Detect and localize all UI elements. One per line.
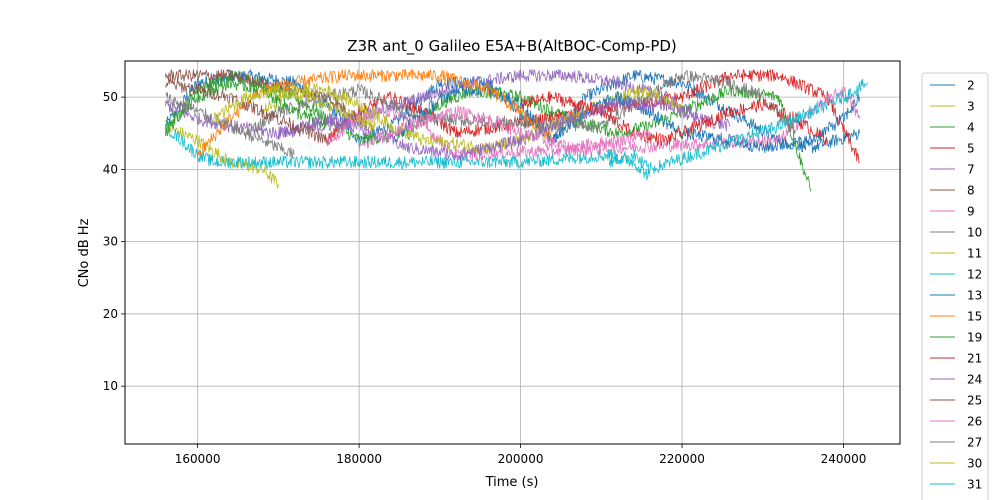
legend-label-8: 8 xyxy=(967,184,975,198)
legend-label-33: 33 xyxy=(967,499,982,500)
legend-label-15: 15 xyxy=(967,310,982,324)
x-tick-label: 160000 xyxy=(175,452,221,466)
legend-label-24: 24 xyxy=(967,373,982,387)
legend-label-27: 27 xyxy=(967,436,982,450)
y-tick-label: 50 xyxy=(103,90,118,104)
y-tick-label: 40 xyxy=(103,162,118,176)
series-line-24 xyxy=(278,97,699,161)
x-tick-label: 240000 xyxy=(821,452,867,466)
y-tick-label: 10 xyxy=(103,379,118,393)
legend-label-5: 5 xyxy=(967,142,975,156)
legend-label-4: 4 xyxy=(967,121,975,135)
plot-lines xyxy=(165,69,869,192)
legend-label-2: 2 xyxy=(967,79,975,93)
y-axis: 10 20 30 40 50 xyxy=(103,90,125,393)
series-line-27 xyxy=(165,92,295,158)
x-axis-label: Time (s) xyxy=(485,475,539,490)
series-line-25 xyxy=(165,77,328,144)
series-line-30 xyxy=(213,84,376,131)
legend-label-26: 26 xyxy=(967,415,982,429)
x-axis: 160000 180000 200000 220000 240000 xyxy=(175,444,867,466)
y-tick-label: 30 xyxy=(103,235,118,249)
series-line-19 xyxy=(165,76,327,131)
legend-label-30: 30 xyxy=(967,457,982,471)
legend-label-11: 11 xyxy=(967,247,982,261)
grid-lines xyxy=(125,61,900,444)
legend: 2 3 4 5 7 8 9 10 11 12 13 15 19 21 24 25 26 27 30 31 33 xyxy=(921,72,989,500)
y-axis-label: CNo dB Hz xyxy=(77,218,92,287)
legend-label-31: 31 xyxy=(967,478,982,492)
legend-label-12: 12 xyxy=(967,268,982,282)
legend-label-9: 9 xyxy=(967,205,975,219)
y-tick-label: 20 xyxy=(103,307,118,321)
x-tick-label: 200000 xyxy=(498,452,544,466)
legend-label-25: 25 xyxy=(967,394,982,408)
plot-frame xyxy=(124,60,901,445)
legend-label-10: 10 xyxy=(967,226,982,240)
legend-label-3: 3 xyxy=(967,100,975,114)
legend-label-7: 7 xyxy=(967,163,975,177)
legend-label-21: 21 xyxy=(967,352,982,366)
x-tick-label: 220000 xyxy=(659,452,705,466)
series-line-21 xyxy=(520,91,828,146)
x-tick-label: 180000 xyxy=(336,452,382,466)
chart-title: Z3R ant_0 Galileo E5A+B(AltBOC-Comp-PD) xyxy=(347,37,677,56)
series-line-31 xyxy=(609,78,869,174)
legend-label-13: 13 xyxy=(967,289,982,303)
legend-label-19: 19 xyxy=(967,331,982,345)
legend-box xyxy=(921,72,989,500)
series-line-12 xyxy=(165,121,651,181)
series-line-26 xyxy=(358,105,651,155)
